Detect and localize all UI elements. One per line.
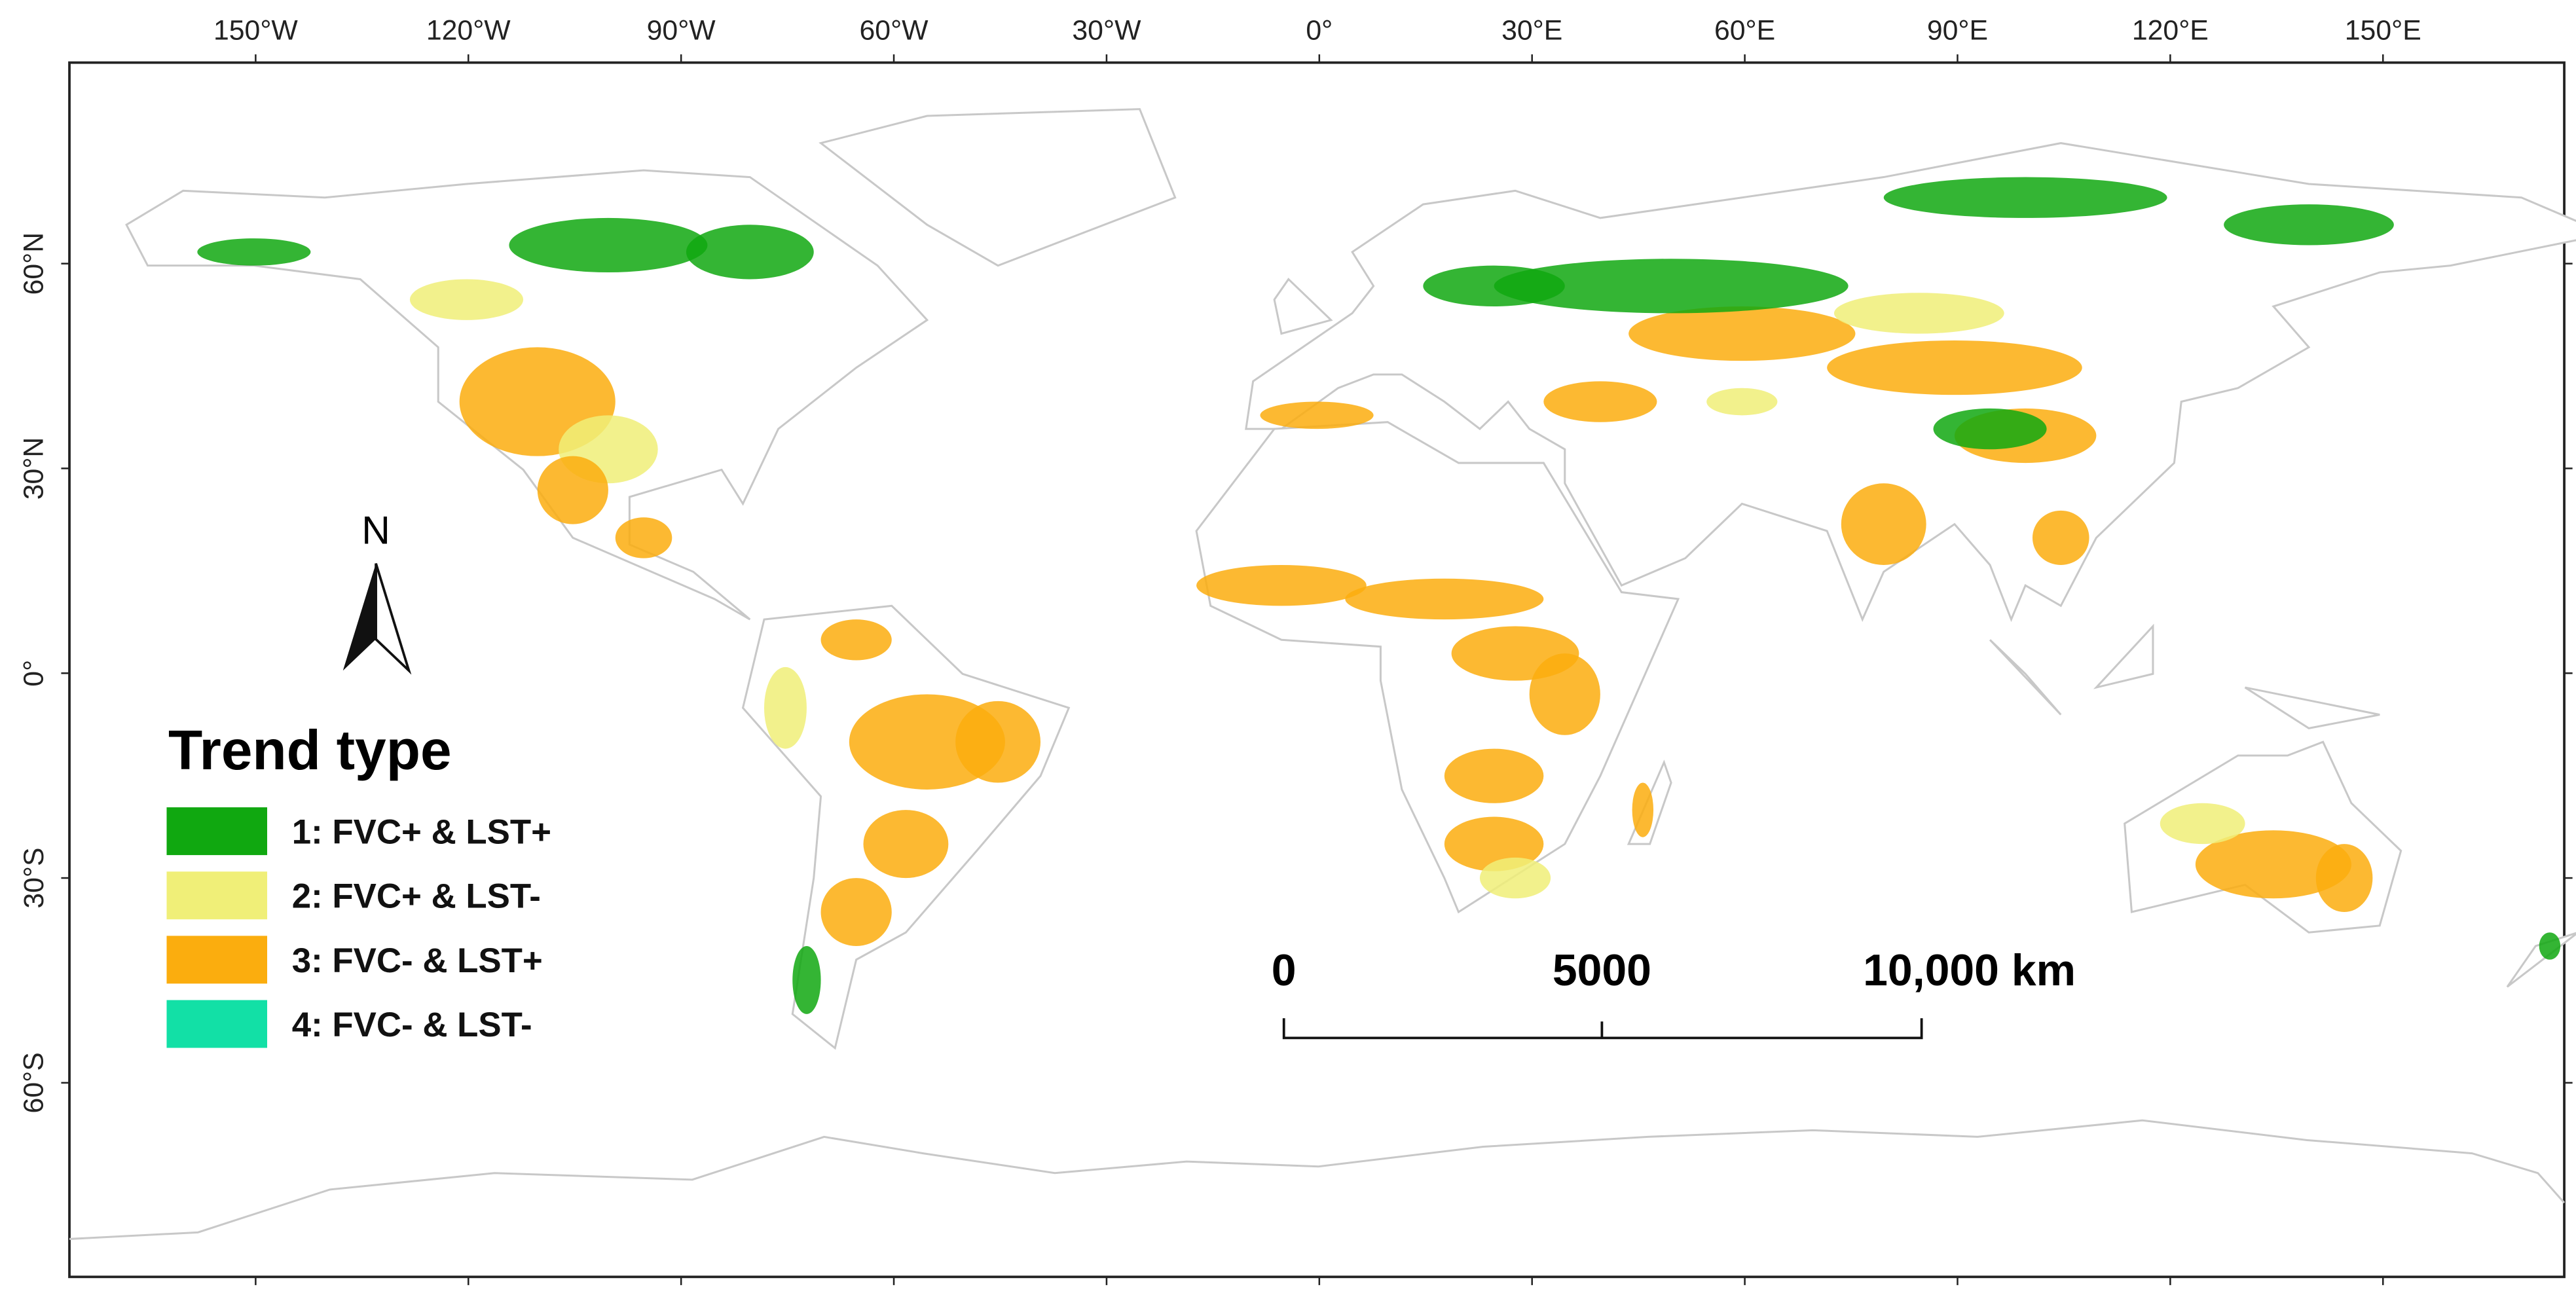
landmass (1273, 278, 1333, 335)
trend-patch (409, 279, 524, 320)
trend-patch (820, 619, 892, 661)
lat-label: 30°N (18, 437, 50, 500)
lon-label: 60°E (1714, 14, 1775, 46)
legend-swatch (166, 871, 268, 920)
lon-label: 150°W (213, 14, 298, 46)
vegetation-trends (197, 177, 2561, 1014)
trend-patch (615, 517, 672, 558)
trend-patch (1196, 564, 1367, 606)
trend-patch (509, 217, 708, 273)
trend-patch (2224, 204, 2394, 246)
trend-patch (1841, 483, 1926, 565)
trend-patch (1345, 578, 1544, 620)
trend-patch (1479, 857, 1551, 899)
trend-patch (1444, 748, 1544, 803)
lon-label: 150°E (2345, 14, 2421, 46)
landmass (2244, 686, 2380, 730)
trend-patch (764, 666, 807, 749)
legend-label: 1: FVC+ & LST+ (292, 812, 551, 851)
lat-label: 0° (18, 660, 50, 687)
north-label: N (361, 507, 390, 552)
trend-patch (1933, 408, 2047, 450)
arrow-right (375, 563, 412, 675)
lat-label: 60°N (18, 232, 50, 295)
trend-patch (686, 225, 814, 280)
trend-patch (820, 878, 892, 946)
lon-label: 90°W (647, 14, 716, 46)
trend-patch (1444, 816, 1544, 871)
legend-swatch (166, 936, 268, 984)
trend-patch (2160, 803, 2245, 845)
legend-label: 3: FVC- & LST+ (292, 941, 543, 980)
landmass (1195, 421, 1680, 914)
trend-patch (1628, 306, 1856, 361)
lon-label: 90°E (1927, 14, 1988, 46)
trend-patch (1706, 388, 1778, 416)
trend-patch (2315, 844, 2373, 913)
legend: Trend type 1: FVC+ & LST+ 2: FVC+ & LST- 3… (166, 720, 551, 1048)
trend-patch (197, 238, 311, 266)
lon-label: 30°W (1072, 14, 1141, 46)
trend-patch (2195, 830, 2351, 899)
lon-label: 0° (1306, 14, 1333, 46)
scale-bar: 0 5000 10,000 km (1272, 945, 2076, 1040)
legend-label: 4: FVC- & LST- (292, 1006, 532, 1044)
legend-swatch (166, 1000, 268, 1048)
legend-swatch (166, 807, 268, 856)
trend-patch (1883, 177, 2167, 218)
lon-label: 120°W (426, 14, 511, 46)
scale-label: 10,000 km (1863, 945, 2076, 995)
trend-patch (955, 701, 1041, 783)
trend-patch (537, 456, 608, 524)
trend-patch (1260, 401, 1374, 429)
trend-patch (1494, 259, 1849, 314)
trend-patch (2032, 510, 2089, 565)
scale-label: 0 (1272, 945, 1297, 995)
lon-label: 60°W (860, 14, 929, 46)
legend-title: Trend type (168, 720, 452, 782)
lat-label: 30°S (18, 847, 50, 908)
trend-patch (2539, 932, 2561, 960)
trend-patch (792, 945, 821, 1014)
trend-patch (1632, 782, 1654, 837)
landmass (2093, 623, 2154, 689)
lon-label: 120°E (2132, 14, 2209, 46)
landmass (1989, 639, 2062, 716)
trend-patch (1529, 653, 1600, 735)
trend-patch (1423, 265, 1565, 307)
trend-patch (1833, 293, 2004, 334)
antarctica (69, 1119, 2566, 1240)
lat-label: 60°S (18, 1052, 50, 1113)
scale-label: 5000 (1553, 945, 1651, 995)
legend-label: 2: FVC+ & LST- (292, 877, 541, 916)
landmass (819, 108, 1177, 267)
trend-patch (1543, 381, 1657, 422)
graticule-labels: 150°W 120°W 90°W 60°W 30°W 0° 30°E 60°E 90°E 120°… (18, 14, 2573, 1285)
trend-patch (1827, 340, 2082, 395)
lon-label: 30°E (1501, 14, 1562, 46)
trend-patch (863, 810, 949, 879)
north-arrow: N (342, 507, 412, 675)
